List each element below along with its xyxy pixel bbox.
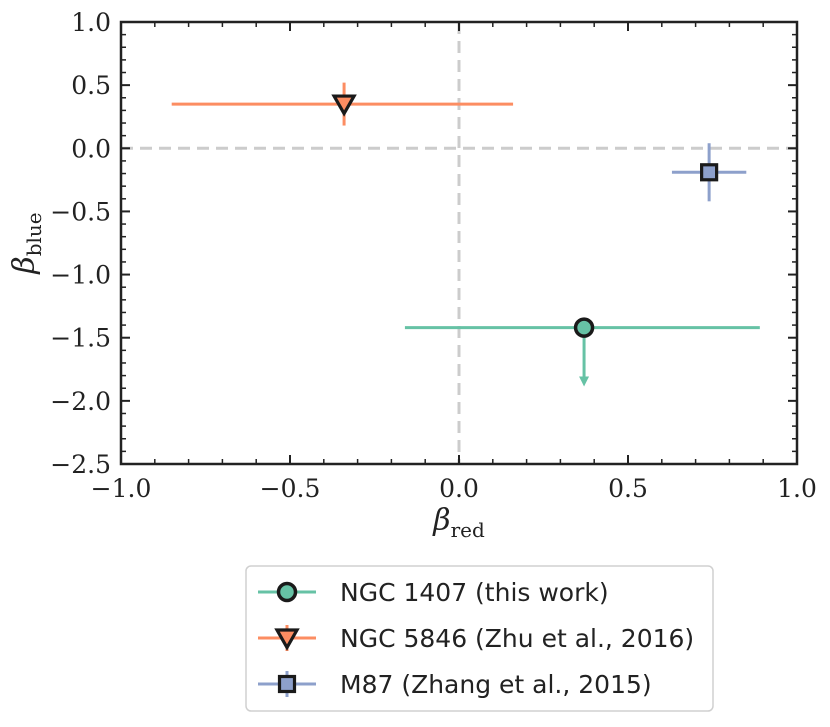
legend-marker xyxy=(277,674,297,694)
legend-box xyxy=(245,565,714,712)
y-tick-label: −2.0 xyxy=(50,387,111,416)
x-tick-label: 0.0 xyxy=(439,474,479,503)
legend-entry-3: M87 (Zhang et al., 2015) xyxy=(258,670,652,699)
y-tick-label: −2.5 xyxy=(50,450,111,479)
y-axis-subscript: blue xyxy=(22,212,46,256)
y-tick-label: 0.0 xyxy=(71,134,111,163)
series-2 xyxy=(171,82,514,126)
legend-label: M87 (Zhang et al., 2015) xyxy=(340,670,652,699)
x-tick-label: −1.0 xyxy=(91,474,152,503)
y-tick-label: −0.5 xyxy=(50,197,111,226)
x-tick-label: −0.5 xyxy=(260,474,321,503)
y-axis-symbol: β xyxy=(7,256,42,274)
y-tick-label: 1.0 xyxy=(71,8,111,37)
tick-labels: −1.0 −0.5 0.0 0.5 1.0 1.0 0.5 0.0 −0.5 −1.0 −1.5 −2… xyxy=(50,8,817,503)
y-axis-label: βblue xyxy=(7,212,46,274)
x-axis-symbol: β xyxy=(432,503,450,538)
legend-marker xyxy=(274,628,300,651)
x-axis-subscript: red xyxy=(451,518,485,542)
legend-label: NGC 5846 (Zhu et al., 2016) xyxy=(340,624,694,653)
series-1 xyxy=(404,317,760,387)
reference-lines xyxy=(121,22,797,464)
legend-entry-1: NGC 1407 (this work) xyxy=(258,578,609,607)
plot-frame xyxy=(119,20,799,466)
upper-limit-arrow-head xyxy=(579,376,590,387)
data-point-marker xyxy=(331,94,357,117)
data-point-marker xyxy=(700,163,719,182)
series-3 xyxy=(671,143,747,202)
y-tick-label: 0.5 xyxy=(71,71,111,100)
legend: NGC 1407 (this work) NGC 5846 (Zhu et al.… xyxy=(245,565,714,712)
data-series-layer xyxy=(171,82,760,387)
legend-marker xyxy=(276,581,298,603)
x-tick-label: 0.5 xyxy=(608,474,648,503)
y-tick-label: −1.5 xyxy=(50,324,111,353)
x-tick-label: 1.0 xyxy=(777,474,817,503)
legend-label: NGC 1407 (this work) xyxy=(340,578,609,607)
data-point-marker xyxy=(573,317,595,338)
legend-entry-2: NGC 5846 (Zhu et al., 2016) xyxy=(258,624,694,653)
y-tick-label: −1.0 xyxy=(50,261,111,290)
x-axis-label: βred xyxy=(432,503,485,542)
